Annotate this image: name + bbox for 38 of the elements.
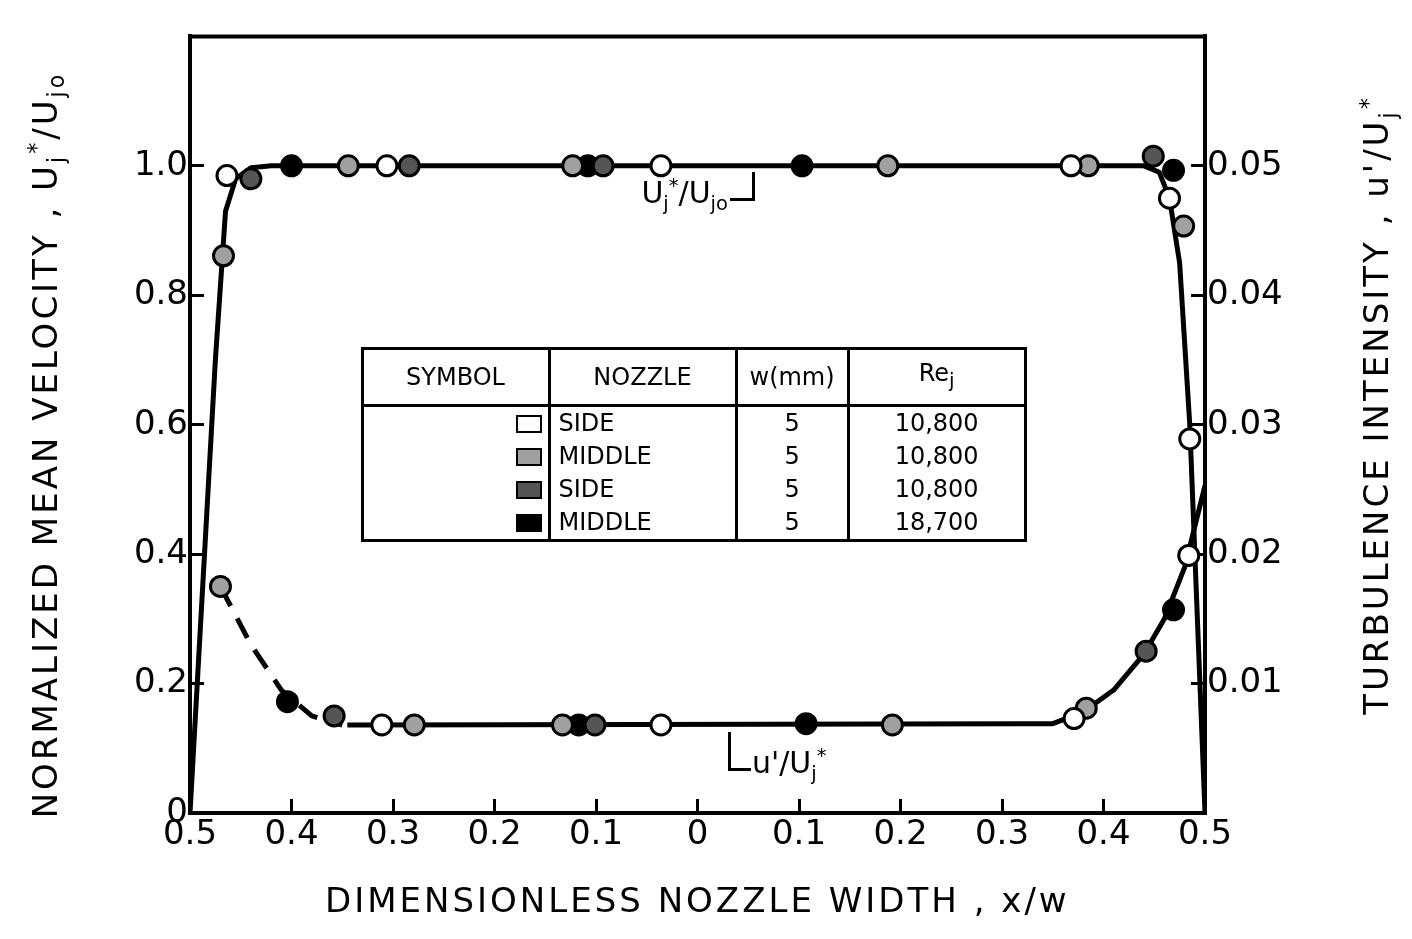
x-tick-label: 0.1 (568, 812, 624, 853)
annotation: SYMBOL (362, 348, 549, 406)
annotation: w(mm) (736, 348, 849, 406)
y2-tick-label: 0.02 (1207, 530, 1283, 571)
x-tick-label: 0.4 (1076, 812, 1131, 853)
y2-tick-label: 0.01 (1207, 660, 1283, 701)
legend-label: SIDE (549, 472, 736, 506)
y-tick-label: 1.0 (133, 142, 188, 183)
y2-tick-label: 0.05 (1207, 142, 1283, 183)
x-tick-label: 0 (686, 812, 709, 853)
annotation: U$_{j}$$^{*}$/U$_{jo}$ (641, 173, 728, 215)
annotation: 10,800 (848, 472, 1026, 506)
y2-tick-label: 0.04 (1207, 272, 1283, 313)
annotation: 5 (736, 439, 849, 473)
annotation: 5 (736, 472, 849, 506)
x-tick-label: 0.3 (974, 812, 1030, 853)
y-tick-label: 0.6 (133, 401, 188, 442)
x-tick-label: 0.5 (1177, 812, 1233, 853)
y-tick-label: 0.8 (133, 272, 188, 313)
x-tick-label: 0.1 (771, 812, 827, 853)
legend-label: SIDE (549, 405, 736, 440)
annotation: 5 (736, 405, 849, 440)
annotation: Re$_{j}$ (848, 348, 1026, 406)
y-tick-label: 0.4 (133, 530, 188, 571)
annotation: 10,800 (848, 439, 1026, 473)
annotation: 18,700 (848, 505, 1026, 541)
annotation: 5 (736, 505, 849, 541)
x-tick-label: 0.3 (365, 812, 421, 853)
annotation: 10,800 (848, 405, 1026, 440)
x-tick-label: 0.4 (264, 812, 319, 853)
x-axis-title: DIMENSIONLESS NOZZLE WIDTH , x/w (325, 880, 1070, 920)
y-tick-label: 0.2 (133, 660, 188, 701)
x-tick-label: 0.2 (467, 812, 522, 853)
x-tick-label: 0.2 (873, 812, 928, 853)
annotation: NOZZLE (549, 348, 736, 406)
y2-tick-label: 0.03 (1207, 401, 1283, 442)
legend-label: MIDDLE (549, 505, 736, 541)
legend-label: MIDDLE (549, 439, 736, 473)
